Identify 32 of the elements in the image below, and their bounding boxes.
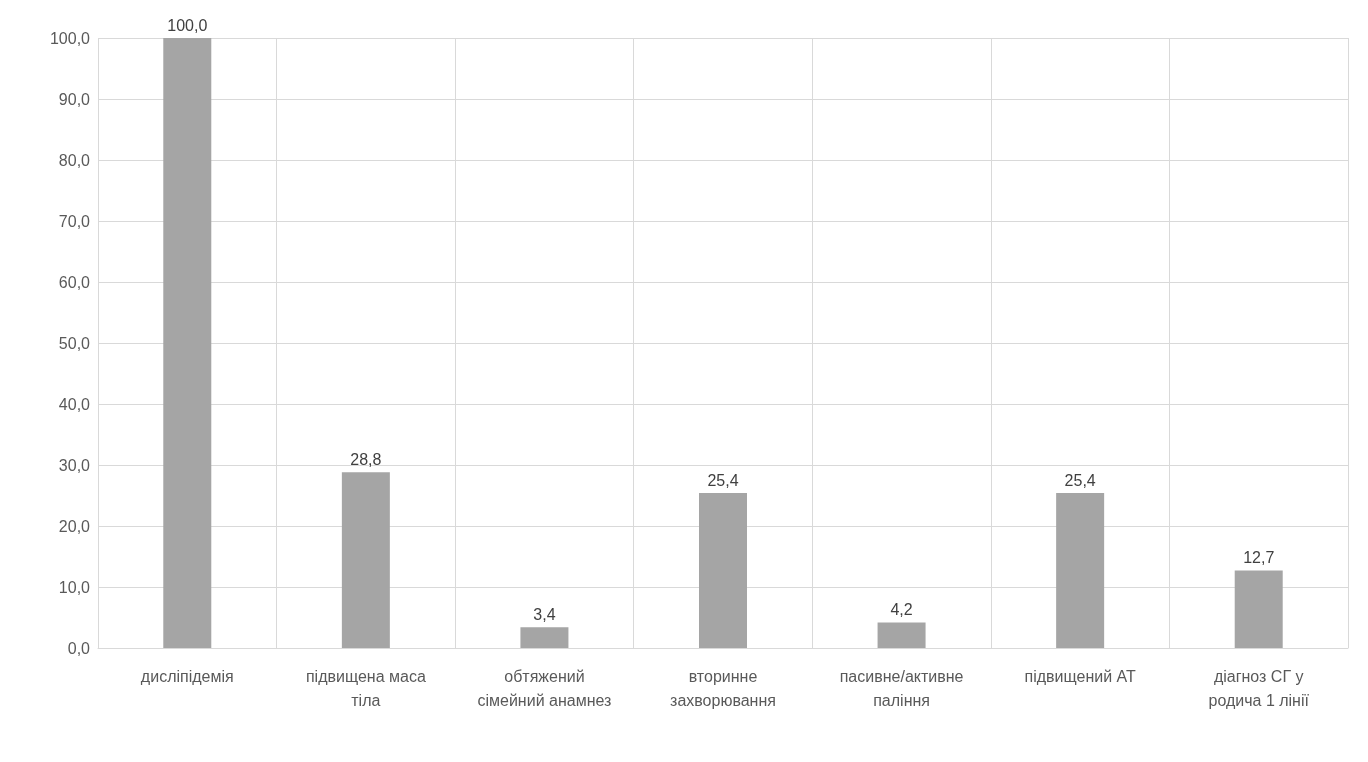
bar [877, 622, 926, 648]
data-label: 12,7 [1243, 549, 1275, 567]
y-tick-label: 70,0 [58, 212, 91, 230]
data-label: 25,4 [1064, 471, 1096, 489]
y-tick-label: 0,0 [67, 639, 91, 657]
bar [520, 627, 569, 648]
y-tick-label: 90,0 [58, 90, 91, 108]
x-tick-label: пасивне/активне паління [839, 667, 964, 709]
x-tick-label: підвищений АТ [1024, 667, 1136, 685]
y-tick-label: 20,0 [58, 517, 91, 535]
bar [163, 38, 212, 648]
x-tick-label: підвищена маса тіла [305, 667, 426, 709]
y-tick-label: 80,0 [58, 151, 91, 169]
y-tick-label: 100,0 [49, 29, 91, 47]
data-label: 100,0 [167, 16, 208, 34]
y-tick-label: 50,0 [58, 334, 91, 352]
bar [1234, 570, 1283, 648]
data-label: 28,8 [350, 450, 382, 468]
data-label: 25,4 [707, 471, 739, 489]
x-tick-label: діагноз СГ у родича 1 лінії [1208, 667, 1310, 709]
y-tick-label: 30,0 [58, 456, 91, 474]
x-tick-label: обтяжений сімейний анамнез [477, 667, 612, 709]
bar [341, 472, 390, 648]
y-tick-label: 60,0 [58, 273, 91, 291]
x-tick-label: дисліпідемія [140, 667, 234, 685]
x-tick-label: вторинне захворювання [670, 667, 776, 709]
bar [699, 493, 747, 648]
data-label: 3,4 [533, 605, 556, 623]
y-tick-label: 10,0 [58, 578, 91, 596]
y-tick-label: 40,0 [58, 395, 91, 413]
bar [1056, 493, 1105, 648]
data-label: 4,2 [890, 600, 913, 618]
